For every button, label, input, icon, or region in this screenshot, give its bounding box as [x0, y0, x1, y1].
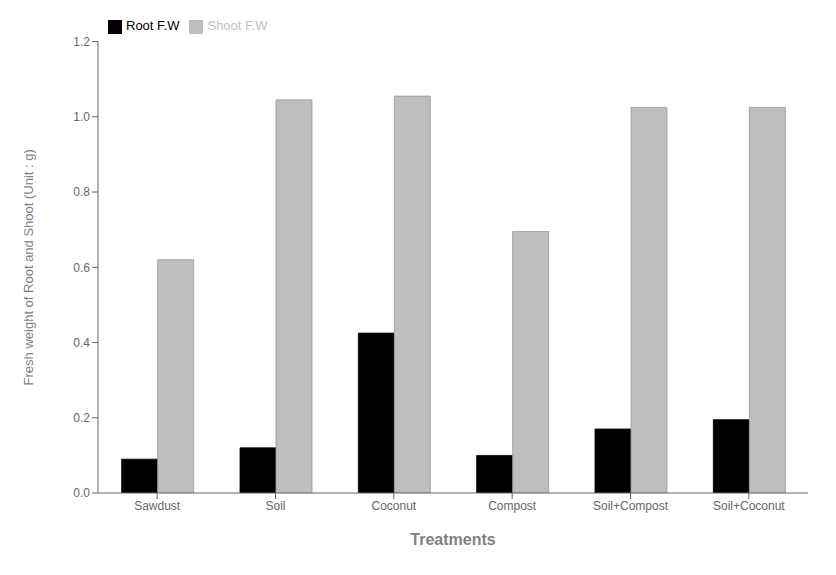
svg-text:Treatments: Treatments [410, 531, 495, 548]
svg-text:Soil+Compost: Soil+Compost [593, 499, 669, 513]
svg-text:Sawdust: Sawdust [134, 499, 181, 513]
svg-text:1.2: 1.2 [73, 35, 90, 49]
svg-text:Soil+Coconut: Soil+Coconut [713, 499, 785, 513]
svg-text:0.2: 0.2 [73, 411, 90, 425]
svg-text:0.4: 0.4 [73, 336, 90, 350]
svg-text:Fresh weight of Root and Shoot: Fresh weight of Root and Shoot (Unit : g… [21, 149, 36, 385]
svg-text:0.6: 0.6 [73, 261, 90, 275]
html-text:Root F.W: Root F.W [126, 18, 180, 33]
svg-text:Soil: Soil [265, 499, 285, 513]
html-text:Shoot F.W: Shoot F.W [207, 18, 268, 33]
svg-text:0.0: 0.0 [73, 486, 90, 500]
svg-text:1.0: 1.0 [73, 110, 90, 124]
svg-text:Compost: Compost [488, 499, 537, 513]
svg-text:0.8: 0.8 [73, 185, 90, 199]
svg-text:Coconut: Coconut [371, 499, 416, 513]
